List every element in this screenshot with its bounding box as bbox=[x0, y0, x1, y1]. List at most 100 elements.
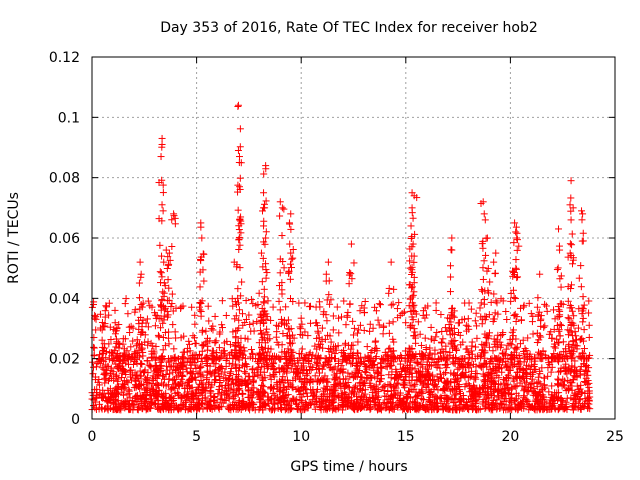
x-tick-label: 15 bbox=[397, 429, 415, 445]
data-point bbox=[111, 306, 119, 314]
data-point bbox=[515, 242, 523, 250]
x-tick-label: 25 bbox=[606, 429, 624, 445]
data-point bbox=[155, 333, 163, 341]
data-point bbox=[111, 319, 119, 327]
data-point bbox=[575, 274, 583, 282]
data-point bbox=[390, 285, 398, 293]
data-point bbox=[323, 317, 331, 325]
data-point bbox=[433, 328, 441, 336]
data-point bbox=[557, 283, 565, 291]
data-point bbox=[165, 340, 173, 348]
data-point bbox=[237, 159, 245, 167]
data-point bbox=[540, 323, 548, 331]
data-point bbox=[275, 297, 283, 305]
data-point bbox=[329, 326, 337, 334]
data-point bbox=[198, 234, 206, 242]
data-point bbox=[118, 374, 126, 382]
data-point bbox=[490, 258, 498, 266]
data-point bbox=[231, 342, 239, 350]
data-point bbox=[354, 338, 362, 346]
data-point bbox=[191, 340, 199, 348]
data-point bbox=[488, 370, 496, 378]
data-point bbox=[325, 277, 333, 285]
data-point bbox=[389, 300, 397, 308]
data-point bbox=[516, 304, 524, 312]
data-point bbox=[578, 207, 586, 215]
data-point bbox=[90, 343, 98, 351]
data-point bbox=[276, 269, 284, 277]
data-point bbox=[487, 298, 495, 306]
data-point bbox=[528, 318, 536, 326]
data-point bbox=[579, 229, 587, 237]
data-point bbox=[579, 237, 587, 245]
data-point bbox=[105, 311, 113, 319]
data-point bbox=[338, 313, 346, 321]
data-point bbox=[200, 277, 208, 285]
data-point bbox=[158, 201, 166, 209]
data-point bbox=[333, 303, 341, 311]
data-point bbox=[276, 212, 284, 220]
data-point bbox=[170, 345, 178, 353]
data-point bbox=[162, 246, 170, 254]
data-point bbox=[286, 220, 294, 228]
data-point bbox=[502, 345, 510, 353]
data-point bbox=[136, 258, 144, 266]
data-point bbox=[205, 317, 213, 325]
data-point bbox=[407, 234, 415, 242]
data-point bbox=[512, 228, 520, 236]
data-point bbox=[517, 316, 525, 324]
data-point bbox=[513, 236, 521, 244]
data-point bbox=[298, 397, 306, 405]
data-point bbox=[236, 143, 244, 151]
x-axis-title: GPS time / hours bbox=[290, 459, 407, 475]
data-point bbox=[249, 319, 257, 327]
data-point bbox=[234, 147, 242, 155]
data-point bbox=[442, 369, 450, 377]
data-point bbox=[580, 377, 588, 385]
data-point bbox=[350, 259, 358, 267]
data-point bbox=[409, 214, 417, 222]
data-point bbox=[124, 379, 132, 387]
data-point bbox=[225, 359, 233, 367]
data-point bbox=[372, 337, 380, 345]
data-point bbox=[556, 332, 564, 340]
data-point bbox=[119, 391, 127, 399]
data-point bbox=[157, 269, 165, 277]
data-point bbox=[577, 262, 585, 270]
data-point bbox=[286, 260, 294, 268]
data-point bbox=[492, 249, 500, 257]
data-point bbox=[179, 348, 187, 356]
data-point bbox=[471, 317, 479, 325]
data-point bbox=[159, 288, 167, 296]
data-point bbox=[137, 359, 145, 367]
data-point bbox=[228, 295, 236, 303]
data-point bbox=[344, 308, 352, 316]
data-point bbox=[236, 125, 244, 133]
data-point bbox=[402, 319, 410, 327]
data-point bbox=[580, 326, 588, 334]
data-point bbox=[287, 210, 295, 218]
data-point bbox=[158, 252, 166, 260]
data-point bbox=[448, 246, 456, 254]
data-point bbox=[570, 312, 578, 320]
data-point bbox=[158, 273, 166, 281]
data-point bbox=[237, 229, 245, 237]
data-point bbox=[280, 264, 288, 272]
data-point bbox=[446, 288, 454, 296]
data-point bbox=[512, 317, 520, 325]
data-point bbox=[355, 326, 363, 334]
data-point bbox=[315, 298, 323, 306]
data-point bbox=[347, 270, 355, 278]
data-point bbox=[166, 370, 174, 378]
data-point bbox=[356, 321, 364, 329]
data-point bbox=[159, 189, 167, 197]
data-point bbox=[260, 293, 268, 301]
data-point bbox=[432, 306, 440, 314]
data-point bbox=[520, 303, 528, 311]
data-point bbox=[340, 297, 348, 305]
data-point bbox=[196, 283, 204, 291]
data-point bbox=[235, 226, 243, 234]
data-point bbox=[537, 322, 545, 330]
data-point bbox=[553, 266, 561, 274]
data-point bbox=[585, 333, 593, 341]
